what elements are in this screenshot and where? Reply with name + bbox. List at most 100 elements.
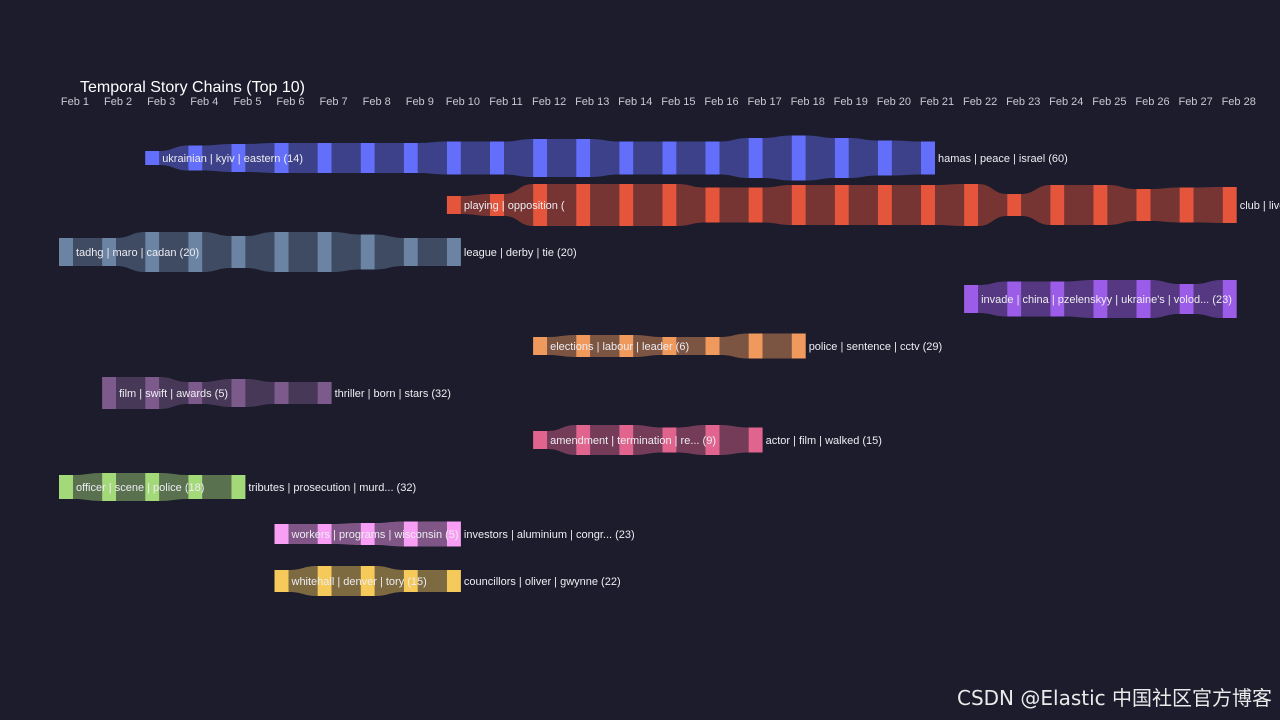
chain-6-node[interactable] (231, 379, 246, 407)
chain-10-node[interactable] (446, 570, 461, 592)
chain-10-node[interactable] (360, 566, 375, 596)
chain-1-flow (719, 138, 749, 178)
chain-5-flow (633, 335, 663, 357)
chain-1-node[interactable] (748, 138, 763, 178)
chain-2-node[interactable] (619, 184, 634, 226)
chain-4-node[interactable] (964, 285, 979, 313)
chain-6-node[interactable] (274, 382, 289, 404)
chain-7-node[interactable] (748, 427, 763, 453)
flow-bands (73, 135, 1223, 596)
chain-2-node[interactable] (576, 184, 591, 226)
chain-9-node[interactable] (274, 524, 289, 544)
chain-3-node[interactable] (403, 238, 418, 266)
chain-2-node[interactable] (490, 194, 504, 216)
chain-2-node[interactable] (964, 184, 979, 226)
chain-2-node[interactable] (1136, 189, 1151, 221)
chain-6-node[interactable] (188, 382, 203, 404)
chain-2-node[interactable] (1093, 185, 1108, 225)
chain-1-node[interactable] (877, 140, 892, 176)
chain-1-node[interactable] (619, 141, 634, 175)
chain-2-node[interactable] (791, 185, 806, 225)
x-tick-label: Feb 20 (877, 96, 911, 108)
chain-4-node[interactable] (1179, 284, 1194, 314)
chain-3-node[interactable] (231, 236, 246, 268)
chain-1-node[interactable] (490, 141, 504, 175)
chain-1-node[interactable] (446, 141, 461, 175)
chain-6-node[interactable] (145, 377, 160, 409)
chain-9-node[interactable] (360, 523, 375, 545)
chain-1-node[interactable] (834, 138, 849, 178)
chain-4-node[interactable] (1222, 280, 1237, 318)
chain-7-node[interactable] (533, 431, 548, 449)
chain-7-node[interactable] (576, 425, 591, 455)
chain-8-flow (116, 473, 146, 501)
chain-9-node[interactable] (317, 524, 332, 544)
chain-2-node[interactable] (1050, 185, 1065, 225)
chain-5-node[interactable] (662, 337, 677, 355)
chain-5-node[interactable] (748, 333, 763, 359)
chain-9-start-label: workers | programs | wisconsin (5) (291, 529, 459, 541)
chain-2-node[interactable] (748, 187, 763, 223)
chain-1-node[interactable] (921, 141, 935, 175)
chain-3-node[interactable] (446, 238, 461, 266)
chain-7-node[interactable] (619, 425, 634, 455)
chain-2-node[interactable] (705, 187, 720, 223)
chain-5-node[interactable] (791, 333, 806, 359)
chain-8-node[interactable] (145, 473, 160, 501)
chain-4-node[interactable] (1136, 280, 1151, 318)
chain-8-node[interactable] (231, 475, 246, 499)
chain-2-node[interactable] (533, 184, 548, 226)
chain-5-node[interactable] (705, 337, 720, 355)
chain-2-node[interactable] (834, 185, 849, 225)
chain-5-node[interactable] (533, 337, 548, 355)
chain-1-node[interactable] (705, 141, 720, 175)
chain-2-node[interactable] (921, 185, 935, 225)
chain-1-node[interactable] (662, 141, 677, 175)
chain-6-node[interactable] (102, 377, 117, 409)
chain-3-node[interactable] (360, 234, 375, 270)
chain-2-node[interactable] (1007, 194, 1022, 216)
chain-10-node[interactable] (317, 566, 332, 596)
chain-1-node[interactable] (145, 151, 160, 165)
chain-7-node[interactable] (662, 427, 677, 453)
day-nodes (59, 135, 1237, 596)
chain-4-node[interactable] (1007, 281, 1022, 317)
chain-4-node[interactable] (1093, 280, 1108, 318)
chain-1-node[interactable] (533, 139, 548, 177)
chain-3-node[interactable] (102, 238, 117, 266)
chain-3-flow (331, 232, 361, 272)
chain-3-flow (374, 234, 404, 270)
chain-1-node[interactable] (576, 139, 591, 177)
chain-1-node[interactable] (791, 135, 806, 181)
chain-4-node[interactable] (1050, 281, 1065, 317)
chain-3-node[interactable] (317, 232, 332, 272)
chain-6-node[interactable] (317, 382, 332, 404)
chain-8-node[interactable] (102, 473, 117, 501)
chain-9-node[interactable] (446, 521, 461, 547)
chain-1-node[interactable] (360, 143, 375, 173)
chain-5-node[interactable] (576, 335, 591, 357)
chain-2-node[interactable] (877, 185, 892, 225)
chain-8-node[interactable] (59, 475, 73, 499)
chain-3-node[interactable] (145, 232, 160, 272)
chain-8-node[interactable] (188, 475, 203, 499)
chain-7-node[interactable] (705, 425, 720, 455)
chain-1-node[interactable] (188, 145, 203, 171)
chain-1-node[interactable] (274, 143, 289, 173)
chain-9-node[interactable] (403, 521, 418, 547)
x-tick-label: Feb 18 (791, 96, 825, 108)
chain-3-node[interactable] (188, 232, 203, 272)
chain-2-node[interactable] (1179, 187, 1194, 223)
chain-3-node[interactable] (274, 232, 289, 272)
chain-2-node[interactable] (1222, 187, 1237, 223)
chain-1-node[interactable] (231, 144, 246, 172)
chain-1-node[interactable] (403, 143, 418, 173)
chain-3-node[interactable] (59, 238, 73, 266)
chain-2-node[interactable] (662, 184, 677, 226)
chain-1-node[interactable] (317, 143, 332, 173)
chain-10-node[interactable] (274, 570, 289, 592)
chain-10-node[interactable] (403, 570, 418, 592)
x-tick-label: Feb 21 (920, 96, 954, 108)
chain-2-node[interactable] (446, 196, 461, 214)
chain-5-node[interactable] (619, 335, 634, 357)
